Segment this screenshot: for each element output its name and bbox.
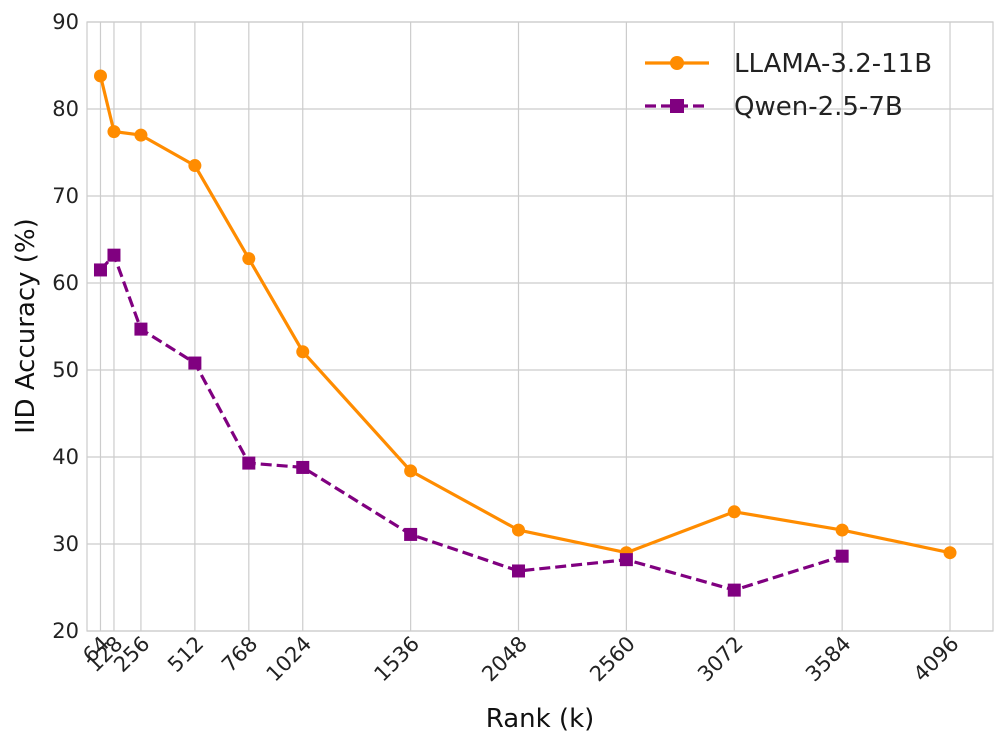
x-tick-label: 3584 [801, 632, 856, 687]
plot-area-frame [86, 21, 994, 632]
x-axis-label: Rank (k) [486, 704, 595, 734]
y-tick-label: 80 [52, 97, 79, 121]
data-point [727, 583, 741, 597]
x-tick-label: 2048 [477, 632, 532, 687]
data-point [296, 345, 310, 359]
legend-label-1: Qwen-2.5-7B [734, 92, 903, 122]
data-point [188, 356, 202, 370]
x-tick-label: 1024 [262, 632, 317, 687]
data-point [107, 248, 121, 262]
data-point [619, 553, 633, 567]
x-tick-label: 4096 [909, 632, 964, 687]
series-line-1 [99, 253, 843, 592]
y-tick-label: 40 [52, 445, 79, 469]
data-point [404, 527, 418, 541]
data-point [242, 456, 256, 470]
data-point [93, 263, 107, 277]
y-axis-ticks: 20 30 40 50 60 70 80 90 [52, 10, 79, 643]
legend-label-0: LLAMA-3.2-11B [734, 49, 932, 79]
data-point [727, 505, 741, 519]
data-point [835, 549, 849, 563]
data-point [943, 546, 957, 560]
data-point [93, 69, 107, 83]
data-point [512, 523, 526, 537]
grid [87, 21, 993, 632]
series-line-0 [98, 75, 951, 555]
series-layer [93, 69, 957, 597]
data-point [512, 564, 526, 578]
x-tick-label: 768 [217, 632, 262, 677]
data-point [835, 523, 849, 537]
y-tick-label: 90 [52, 10, 79, 34]
legend-marker-0 [670, 56, 684, 70]
data-point [134, 128, 148, 142]
x-tick-label: 2560 [585, 632, 640, 687]
y-tick-label: 50 [52, 358, 79, 382]
y-axis-label: IID Accuracy (%) [11, 218, 41, 434]
legend-marker-1 [670, 99, 684, 113]
y-tick-label: 20 [52, 619, 79, 643]
data-point [296, 460, 310, 474]
legend: LLAMA-3.2-11B Qwen-2.5-7B [645, 49, 932, 122]
y-tick-label: 70 [52, 184, 79, 208]
y-tick-label: 60 [52, 271, 79, 295]
y-tick-label: 30 [52, 532, 79, 556]
x-tick-label: 3072 [693, 632, 748, 687]
data-point [134, 322, 148, 336]
data-point [404, 464, 418, 478]
data-point [242, 252, 256, 266]
data-point [107, 125, 121, 139]
x-tick-label: 512 [163, 632, 208, 677]
x-tick-label: 1536 [369, 632, 424, 687]
data-point [188, 159, 202, 173]
